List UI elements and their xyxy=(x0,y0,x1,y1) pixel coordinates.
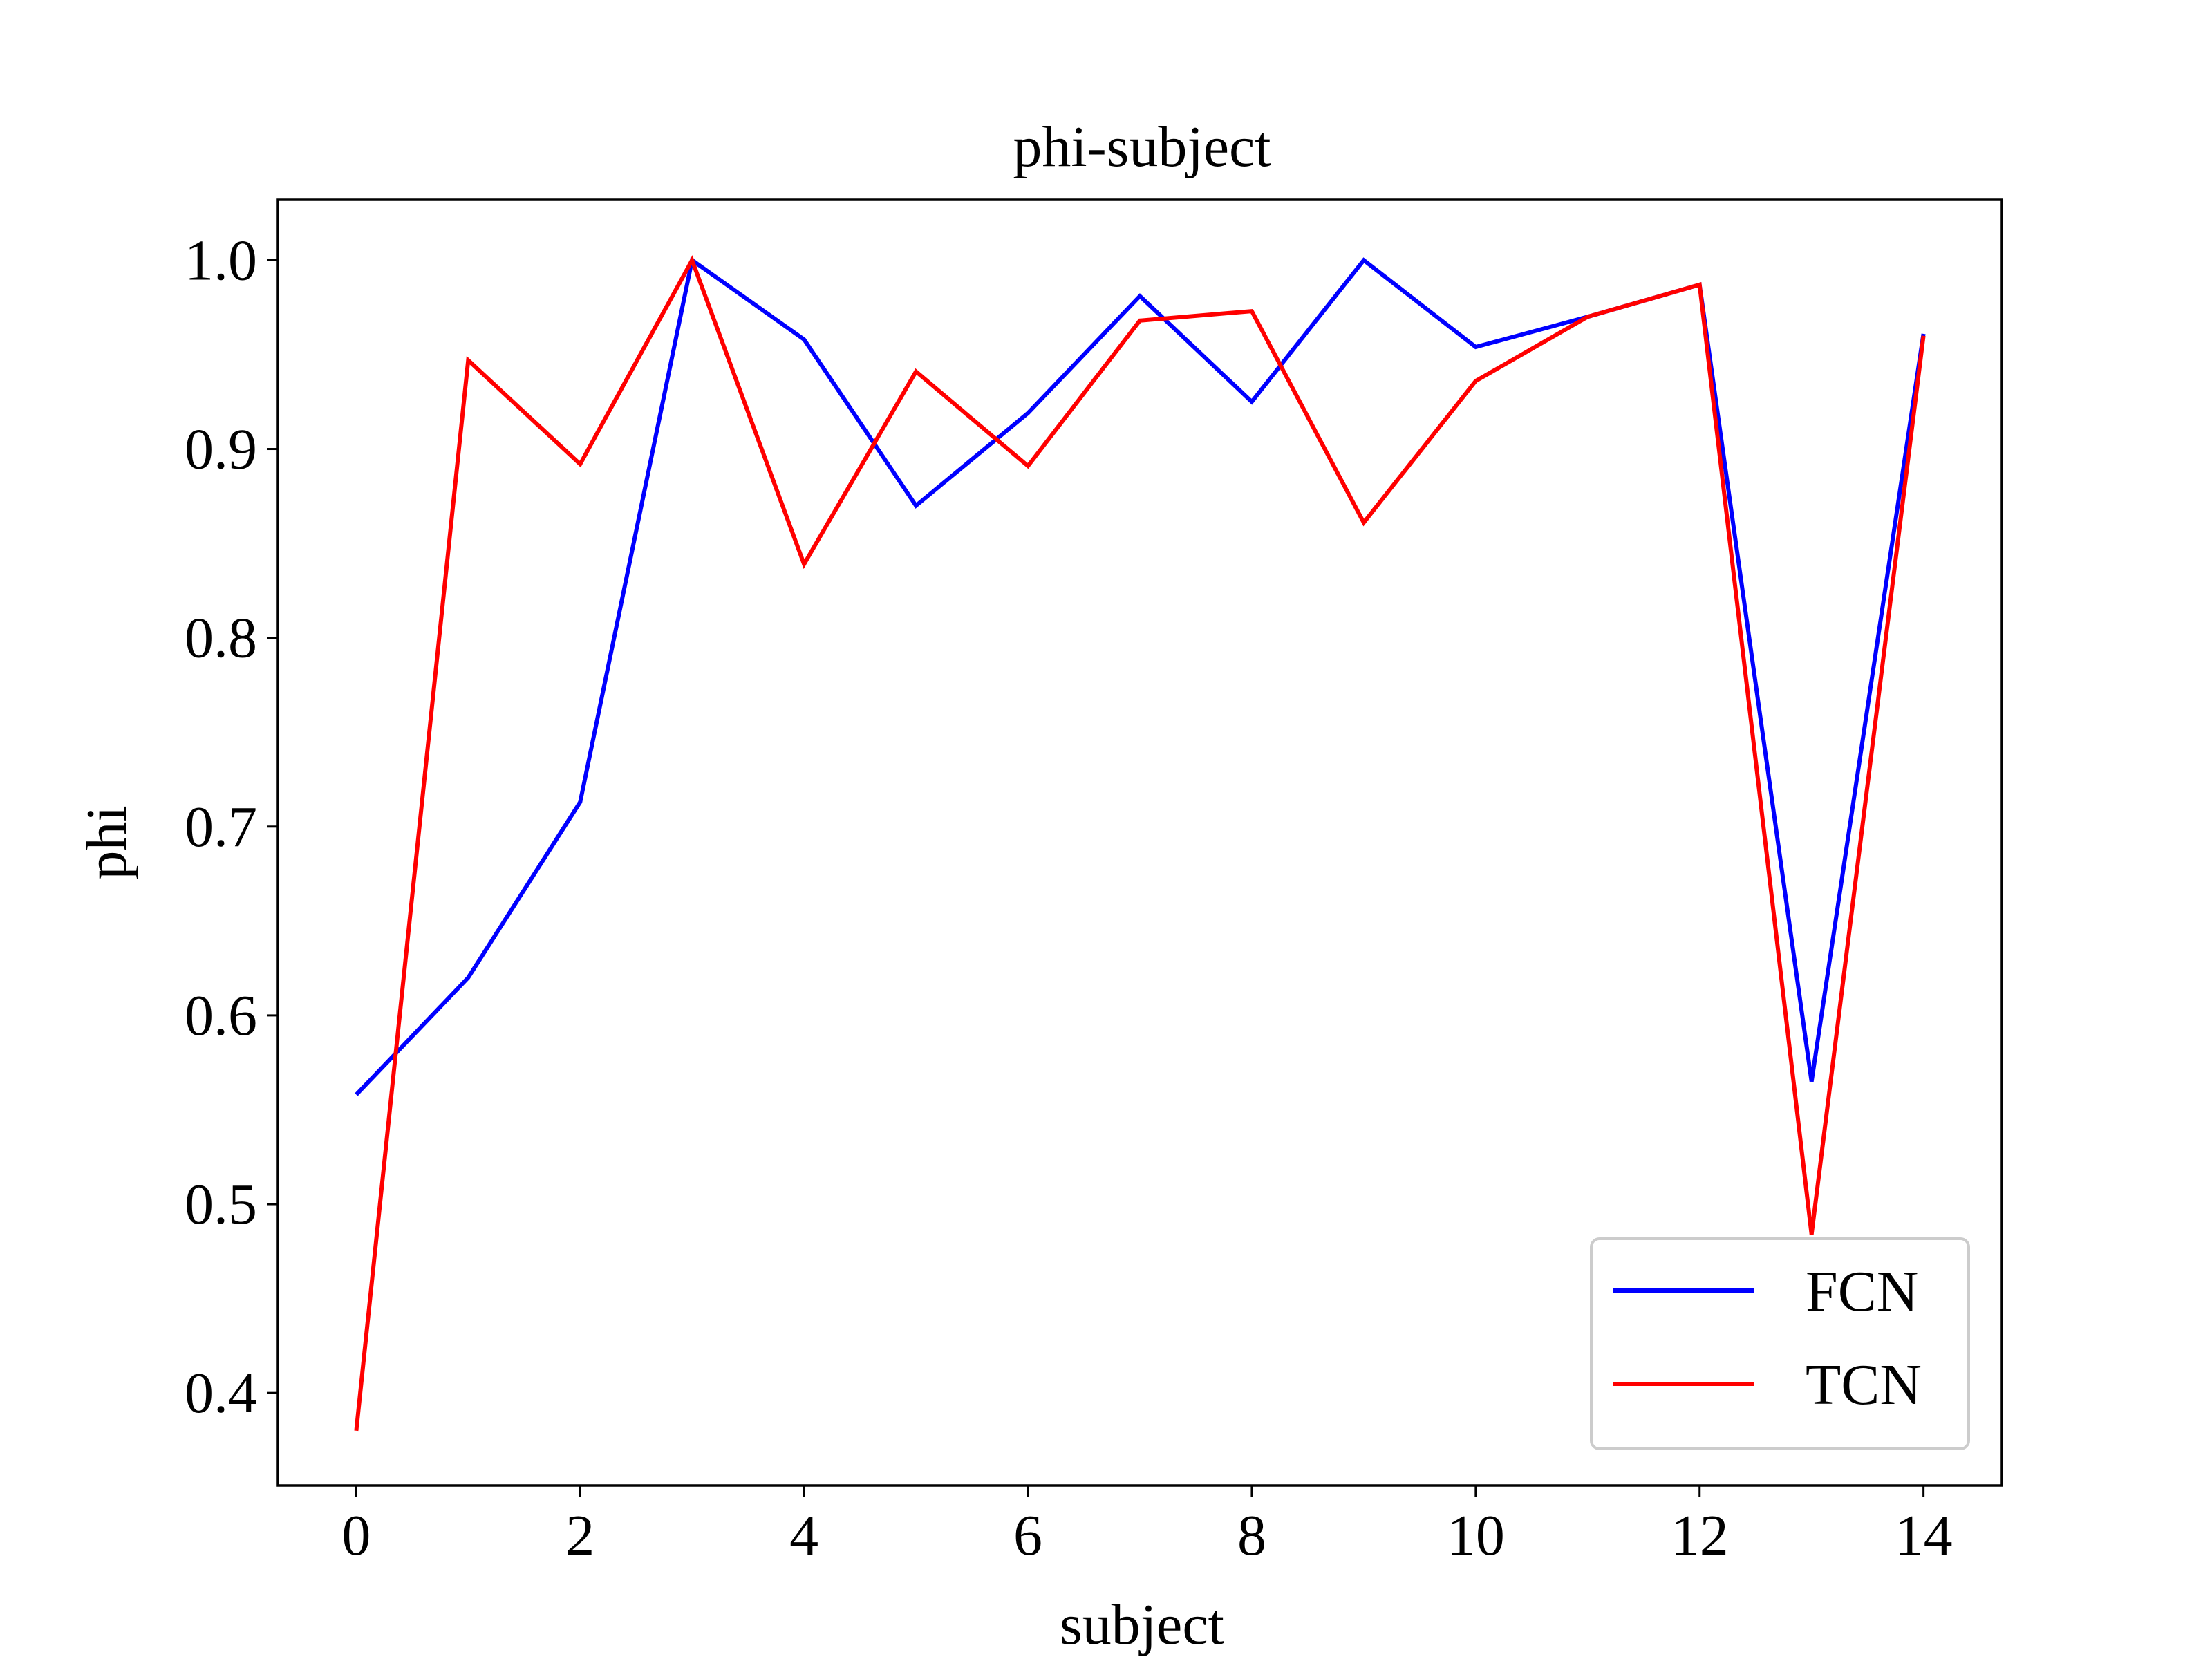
legend-label-fcn: FCN xyxy=(1806,1259,1918,1324)
y-tick-label: 0.5 xyxy=(185,1172,257,1237)
series-line-tcn xyxy=(354,255,1926,1432)
y-tick-label: 0.7 xyxy=(185,795,257,859)
y-axis-ticks: 0.4 0.5 0.6 0.7 0.8 0.9 1.0 xyxy=(185,228,278,1425)
legend-label-tcn: TCN xyxy=(1806,1353,1922,1417)
x-tick-label: 12 xyxy=(1671,1503,1729,1568)
x-tick-label: 4 xyxy=(789,1503,818,1568)
x-tick-label: 8 xyxy=(1237,1503,1266,1568)
series-layer xyxy=(354,255,1926,1432)
x-axis-ticks: 0 2 4 6 8 10 12 14 xyxy=(341,1485,1953,1568)
y-tick-label: 0.9 xyxy=(185,418,257,482)
x-axis-label: subject xyxy=(1060,1593,1224,1657)
legend: FCN TCN xyxy=(1590,1237,1970,1450)
chart-title: phi-subject xyxy=(1013,115,1271,179)
x-tick-label: 10 xyxy=(1447,1503,1505,1568)
x-tick-label: 2 xyxy=(565,1503,594,1568)
plot-area-frame xyxy=(276,198,2003,1487)
x-tick-label: 0 xyxy=(341,1503,371,1568)
y-tick-label: 0.6 xyxy=(185,984,257,1048)
y-tick-label: 1.0 xyxy=(185,228,257,292)
x-tick-label: 6 xyxy=(1013,1503,1042,1568)
x-tick-label: 14 xyxy=(1895,1503,1953,1568)
y-tick-label: 0.8 xyxy=(185,606,257,671)
y-tick-label: 0.4 xyxy=(185,1361,257,1425)
y-axis-label: phi xyxy=(75,805,139,879)
